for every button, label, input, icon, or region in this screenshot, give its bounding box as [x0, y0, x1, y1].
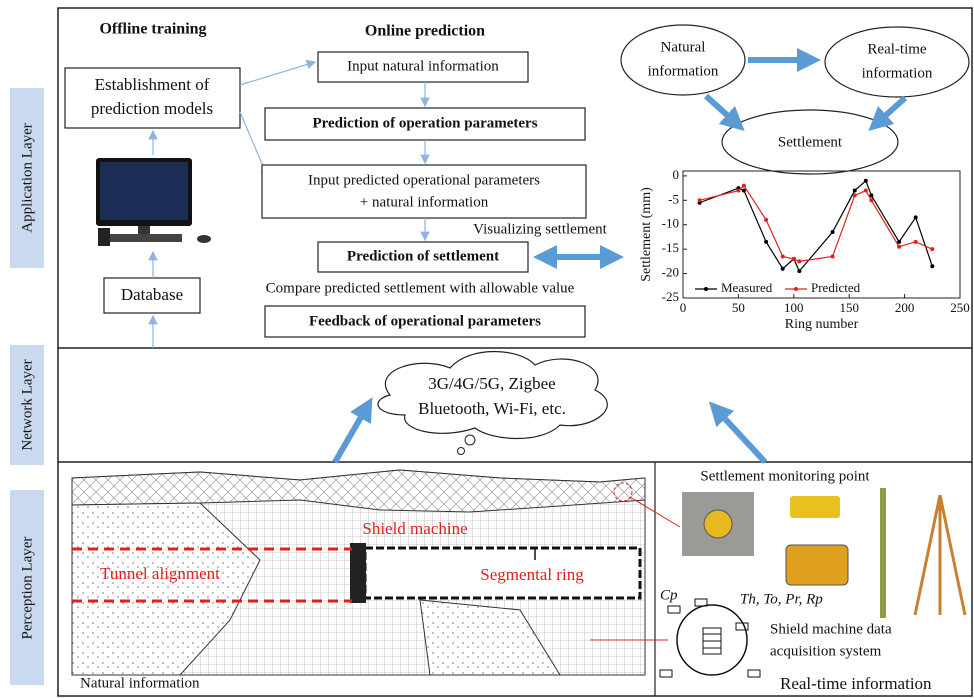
label: Segmental ring	[480, 565, 584, 584]
point	[930, 264, 934, 268]
label: Real-time information	[780, 674, 932, 693]
label: Tunnel alignment	[100, 564, 220, 583]
box-text: prediction models	[91, 99, 213, 118]
box-text: Input natural information	[347, 58, 499, 74]
arrow	[240, 62, 315, 85]
point	[742, 189, 746, 193]
ellipse-text: Settlement	[778, 134, 843, 150]
note: Visualizing settlement	[473, 221, 607, 237]
point	[797, 269, 801, 273]
point	[853, 193, 857, 197]
layer-label: Network Layer	[19, 359, 35, 450]
point	[869, 198, 873, 202]
point	[897, 245, 901, 249]
diagram: Application Layer Network Layer Percepti…	[0, 0, 974, 698]
arrow	[715, 408, 765, 462]
x-tick-label: 250	[950, 300, 970, 315]
arrow	[875, 98, 905, 125]
point	[864, 179, 868, 183]
x-tick-label: 150	[839, 300, 859, 315]
ellipse-text: Natural	[661, 39, 706, 55]
point	[698, 198, 702, 202]
y-tick-label: -25	[662, 289, 679, 304]
header: Online prediction	[365, 23, 485, 40]
y-tick-label: 0	[673, 167, 680, 182]
ellipse-text: information	[862, 65, 933, 81]
point	[831, 230, 835, 234]
box-text: Prediction of settlement	[347, 248, 499, 264]
arrow	[706, 96, 738, 125]
legend-label: Measured	[721, 280, 773, 295]
box-text: Input predicted operational parameters	[308, 172, 540, 188]
label: Cp	[660, 587, 678, 603]
note: Compare predicted settlement with allowa…	[266, 280, 575, 296]
cloud-text: 3G/4G/5G, Zigbee	[428, 374, 555, 393]
cloud-text: Bluetooth, Wi-Fi, etc.	[418, 399, 566, 418]
label: Natural information	[80, 675, 200, 691]
ellipse	[621, 25, 745, 95]
legend-label: Predicted	[811, 280, 861, 295]
point	[764, 240, 768, 244]
y-tick-label: -15	[662, 240, 679, 255]
series-line	[700, 186, 933, 262]
label: Shield machine data	[770, 621, 892, 637]
point	[930, 247, 934, 251]
label: acquisition system	[770, 643, 882, 659]
layer-label: Perception Layer	[19, 537, 35, 640]
y-tick-label: -10	[662, 216, 679, 231]
x-axis-title: Ring number	[785, 317, 859, 332]
box-text: Feedback of operational parameters	[309, 313, 541, 329]
bubble	[465, 435, 475, 445]
header: Offline training	[99, 21, 206, 38]
ellipse-text: information	[648, 63, 719, 79]
point	[914, 240, 918, 244]
plot-frame	[683, 171, 960, 298]
label: Th, To, Pr, Rp	[740, 591, 823, 607]
ellipse	[825, 27, 969, 97]
point	[742, 184, 746, 188]
point	[781, 254, 785, 258]
legend-swatch	[794, 287, 798, 291]
y-tick-label: -5	[668, 191, 679, 206]
box-text: Database	[121, 285, 183, 304]
x-tick-label: 50	[732, 300, 745, 315]
point	[781, 267, 785, 271]
ellipse-text: Real-time	[867, 41, 926, 57]
box-text: Prediction of operation parameters	[312, 115, 537, 131]
computer	[96, 158, 211, 246]
box-text: + natural information	[360, 194, 489, 210]
point	[797, 259, 801, 263]
point	[831, 254, 835, 258]
label: Shield machine	[362, 519, 467, 538]
bubble	[458, 448, 465, 455]
point	[864, 189, 868, 193]
layer-label: Application Layer	[19, 123, 35, 233]
layer-tabs: Application Layer Network Layer Percepti…	[10, 88, 44, 685]
series-line	[700, 181, 933, 271]
label: Settlement monitoring point	[700, 468, 870, 484]
point	[764, 218, 768, 222]
arrow	[335, 405, 368, 462]
box-text: Establishment of	[95, 75, 210, 94]
x-tick-label: 100	[784, 300, 804, 315]
point	[792, 257, 796, 261]
point	[736, 189, 740, 193]
x-tick-label: 200	[895, 300, 915, 315]
cloud	[378, 352, 607, 439]
x-tick-label: 0	[680, 300, 687, 315]
point	[853, 189, 857, 193]
y-tick-label: -20	[662, 265, 679, 280]
point	[914, 215, 918, 219]
y-axis-title: Settlement (mm)	[639, 187, 654, 282]
legend-swatch	[704, 287, 708, 291]
